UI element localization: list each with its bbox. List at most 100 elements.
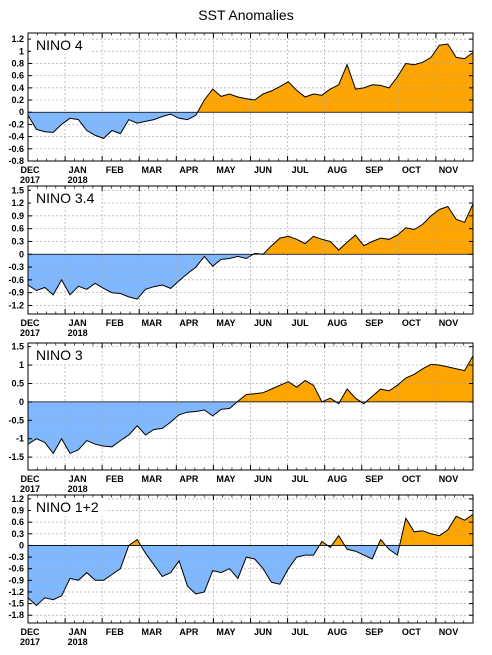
y-tick-label: 1.5 bbox=[11, 342, 24, 352]
month-tick-label: SEP bbox=[365, 318, 383, 328]
month-tick-label: DEC bbox=[20, 474, 40, 484]
y-tick-label: -0.3 bbox=[8, 552, 24, 562]
month-tick-label: OCT bbox=[402, 318, 422, 328]
month-tick-label: NOV bbox=[439, 474, 459, 484]
y-tick-label: -1.8 bbox=[8, 610, 24, 620]
month-tick-label: NOV bbox=[439, 627, 459, 637]
positive-anomaly-area bbox=[28, 43, 473, 113]
y-tick-label: 0 bbox=[19, 107, 24, 117]
y-tick-label: -0.3 bbox=[8, 262, 24, 272]
y-tick-label: 0.8 bbox=[11, 58, 24, 68]
month-tick-label: JAN bbox=[69, 165, 87, 175]
y-tick-label: 1.2 bbox=[11, 198, 24, 208]
panel-title-background bbox=[31, 498, 106, 516]
panel-title-background bbox=[31, 36, 90, 54]
y-tick-label: -0.4 bbox=[8, 132, 24, 142]
month-tick-label: SEP bbox=[365, 627, 383, 637]
month-tick-label: FEB bbox=[106, 318, 125, 328]
y-tick-label: 0 bbox=[19, 249, 24, 259]
series-line bbox=[28, 43, 473, 139]
month-tick-label: JUL bbox=[292, 474, 310, 484]
month-tick-label: AUG bbox=[327, 165, 347, 175]
y-tick-label: 0.6 bbox=[11, 517, 24, 527]
y-tick-label: 1.2 bbox=[11, 494, 24, 504]
series-line bbox=[28, 355, 473, 455]
y-tick-label: 1.5 bbox=[11, 185, 24, 195]
y-tick-label: 0.6 bbox=[11, 224, 24, 234]
month-tick-label: NOV bbox=[439, 318, 459, 328]
month-tick-label: APR bbox=[179, 474, 199, 484]
y-tick-label: 1 bbox=[19, 46, 24, 56]
year-tick-label: 2017 bbox=[20, 484, 40, 494]
month-tick-label: JAN bbox=[69, 474, 87, 484]
y-tick-label: 0.3 bbox=[11, 529, 24, 539]
month-tick-label: MAY bbox=[216, 318, 235, 328]
month-tick-label: JUL bbox=[292, 627, 310, 637]
month-tick-label: MAY bbox=[216, 165, 235, 175]
y-tick-label: -1.2 bbox=[8, 587, 24, 597]
month-tick-label: APR bbox=[179, 627, 199, 637]
panel-title-background bbox=[31, 346, 90, 364]
month-tick-label: AUG bbox=[327, 474, 347, 484]
y-tick-label: 1 bbox=[19, 360, 24, 370]
y-tick-label: -0.2 bbox=[8, 119, 24, 129]
month-tick-label: AUG bbox=[327, 627, 347, 637]
month-tick-label: NOV bbox=[439, 165, 459, 175]
month-tick-label: MAY bbox=[216, 627, 235, 637]
y-tick-label: -0.6 bbox=[8, 564, 24, 574]
month-tick-label: MAR bbox=[142, 318, 163, 328]
month-tick-label: OCT bbox=[402, 474, 422, 484]
y-tick-label: -0.6 bbox=[8, 275, 24, 285]
y-tick-label: -0.5 bbox=[8, 415, 24, 425]
month-tick-label: JAN bbox=[69, 318, 87, 328]
y-tick-label: -0.9 bbox=[8, 288, 24, 298]
year-tick-label: 2018 bbox=[68, 328, 88, 338]
month-tick-label: JUL bbox=[292, 165, 310, 175]
month-tick-label: APR bbox=[179, 318, 199, 328]
y-tick-label: -0.8 bbox=[8, 156, 24, 166]
series-line bbox=[28, 203, 473, 300]
y-tick-label: 0.9 bbox=[11, 211, 24, 221]
month-tick-label: MAY bbox=[216, 474, 235, 484]
panel-title: NINO 3 bbox=[36, 347, 83, 363]
month-tick-label: SEP bbox=[365, 474, 383, 484]
month-tick-label: JAN bbox=[69, 627, 87, 637]
panel-title-background bbox=[31, 189, 102, 207]
positive-anomaly-area bbox=[28, 514, 473, 546]
y-tick-label: -1.2 bbox=[8, 300, 24, 310]
month-tick-label: MAR bbox=[142, 165, 163, 175]
month-tick-label: JUN bbox=[254, 165, 272, 175]
month-tick-label: FEB bbox=[106, 474, 125, 484]
chart-panels: 1.210.80.60.40.20-0.2-0.4-0.6-0.8DEC2017… bbox=[8, 32, 474, 647]
y-tick-label: -1.5 bbox=[8, 599, 24, 609]
month-tick-label: OCT bbox=[402, 627, 422, 637]
negative-anomaly-area bbox=[28, 545, 400, 606]
positive-anomaly-area bbox=[237, 355, 473, 402]
panel-title: NINO 1+2 bbox=[36, 499, 99, 515]
month-tick-label: DEC bbox=[20, 165, 40, 175]
y-tick-label: 0.2 bbox=[11, 95, 24, 105]
negative-anomaly-area bbox=[28, 401, 473, 454]
month-tick-label: JUL bbox=[292, 318, 310, 328]
month-tick-label: SEP bbox=[365, 165, 383, 175]
panel-title: NINO 4 bbox=[36, 37, 83, 53]
month-tick-label: APR bbox=[179, 165, 199, 175]
year-tick-label: 2017 bbox=[20, 637, 40, 647]
y-tick-label: 0 bbox=[19, 397, 24, 407]
month-tick-label: DEC bbox=[20, 318, 40, 328]
month-tick-label: MAR bbox=[142, 474, 163, 484]
year-tick-label: 2018 bbox=[68, 637, 88, 647]
y-tick-label: 0 bbox=[19, 540, 24, 550]
figure-title: SST Anomalies bbox=[198, 7, 293, 23]
series-line bbox=[28, 513, 473, 607]
y-tick-label: 1.2 bbox=[11, 34, 24, 44]
month-tick-label: AUG bbox=[327, 318, 347, 328]
month-tick-label: MAR bbox=[142, 627, 163, 637]
month-tick-label: JUN bbox=[254, 627, 272, 637]
y-tick-label: 0.3 bbox=[11, 236, 24, 246]
month-tick-label: OCT bbox=[402, 165, 422, 175]
month-tick-label: FEB bbox=[106, 165, 125, 175]
